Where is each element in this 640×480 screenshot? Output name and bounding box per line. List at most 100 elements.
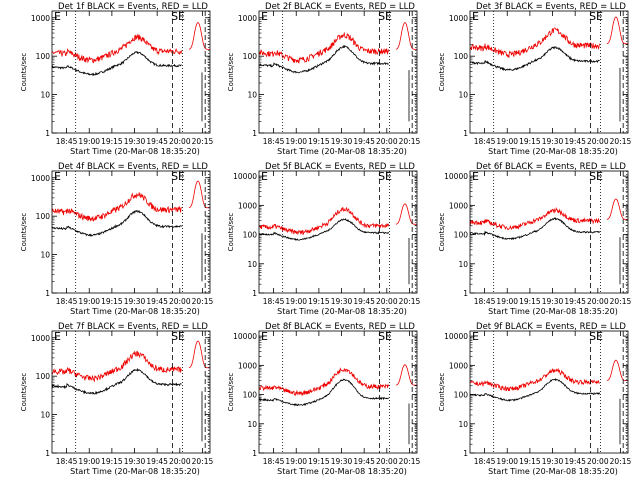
x-tick-label: 19:00 (285, 137, 307, 146)
y-tick-label: 1000 (31, 14, 50, 23)
x-tick-label: 20:00 (376, 297, 398, 306)
plot-area (259, 203, 417, 285)
y-tick-label: 1000 (449, 361, 468, 370)
y-axis-label: Counts/sec (227, 213, 235, 252)
y-tick-label: 10000 (233, 172, 257, 181)
x-axis-label: Start Time (20-Mar-08 18:35:20) (277, 147, 407, 156)
y-axis-label: Counts/sec (20, 53, 28, 92)
y-tick-label: 1 (45, 129, 50, 138)
x-tick-label: 19:00 (78, 297, 100, 306)
y-tick-label: 1000 (238, 361, 257, 370)
x-axis-label: Start Time (20-Mar-08 18:35:20) (488, 467, 618, 476)
y-tick-label: 100 (454, 391, 469, 400)
series-line-events (52, 367, 182, 396)
flag-se: SE (378, 10, 392, 23)
y-tick-label: 10 (247, 420, 257, 429)
y-tick-label: 10000 (233, 332, 257, 341)
y-tick-label: 10 (40, 91, 50, 100)
x-tick-label: 19:15 (308, 457, 330, 466)
flag-e: E (472, 330, 479, 343)
x-axis-label: Start Time (20-Mar-08 18:35:20) (488, 147, 618, 156)
series-line-lld-spike (606, 16, 628, 45)
plot-area (259, 364, 417, 445)
x-tick-label: 19:15 (101, 137, 123, 146)
x-tick-label: 19:30 (331, 137, 353, 146)
y-axis-label: Counts/sec (438, 373, 446, 412)
flag-e: E (54, 10, 61, 23)
x-axis-label: Start Time (20-Mar-08 18:35:20) (277, 467, 407, 476)
x-tick-label: 19:45 (353, 297, 375, 306)
x-tick-label: 18:45 (474, 457, 496, 466)
x-tick-label: 19:00 (285, 297, 307, 306)
x-tick-label: 18:45 (474, 137, 496, 146)
y-tick-label: 1000 (449, 14, 468, 23)
series-line-lld (259, 31, 389, 64)
series-line-lld-spike (606, 359, 628, 381)
panel-title: Det 5f BLACK = Events, RED = LLD (265, 162, 415, 172)
x-tick-label: 20:15 (192, 297, 214, 306)
y-tick-label: 10 (247, 260, 257, 269)
x-tick-label: 19:30 (331, 457, 353, 466)
x-tick-label: 19:00 (78, 457, 100, 466)
series-line-lld-spike (395, 22, 417, 50)
y-tick-label: 1 (463, 129, 468, 138)
x-tick-label: 19:45 (146, 297, 168, 306)
flag-e: E (261, 10, 268, 23)
flag-e: E (472, 10, 479, 23)
x-tick-label: 19:15 (519, 297, 541, 306)
flag-se: SE (589, 170, 603, 183)
y-tick-label: 10 (40, 251, 50, 260)
y-tick-label: 1 (252, 129, 257, 138)
y-tick-label: 100 (243, 391, 258, 400)
x-tick-label: 18:45 (56, 297, 78, 306)
x-tick-label: 19:00 (496, 297, 518, 306)
x-tick-label: 18:45 (263, 297, 285, 306)
x-tick-label: 20:15 (610, 137, 632, 146)
series-line-events (52, 209, 182, 237)
x-tick-label: 19:45 (353, 457, 375, 466)
plot-area (52, 340, 210, 442)
x-tick-label: 19:45 (564, 137, 586, 146)
y-tick-label: 1 (45, 289, 50, 298)
series-line-events (52, 51, 182, 77)
panel-title: Det 3f BLACK = Events, RED = LLD (476, 2, 626, 12)
flag-se: SE (171, 170, 185, 183)
panel-title: Det 1f BLACK = Events, RED = LLD (58, 2, 208, 12)
flag-se: SE (378, 170, 392, 183)
x-tick-label: 20:00 (587, 137, 609, 146)
flag-e: E (54, 170, 61, 183)
x-tick-label: 18:45 (263, 137, 285, 146)
plot-frame (51, 170, 211, 294)
plot-area (259, 22, 417, 122)
y-tick-label: 1 (463, 289, 468, 298)
y-tick-label: 1 (463, 449, 468, 458)
series-line-lld (52, 33, 182, 64)
x-tick-label: 20:00 (376, 137, 398, 146)
y-axis-label: Counts/sec (227, 373, 235, 412)
x-tick-label: 18:45 (56, 457, 78, 466)
plot-frame (258, 170, 418, 294)
y-axis-label: Counts/sec (438, 213, 446, 252)
y-tick-label: 10000 (444, 172, 468, 181)
y-tick-label: 1000 (238, 14, 257, 23)
y-tick-label: 1000 (449, 201, 468, 210)
y-tick-label: 10 (40, 411, 50, 420)
series-line-events (470, 217, 600, 241)
x-tick-label: 19:00 (285, 457, 307, 466)
x-tick-label: 20:00 (376, 457, 398, 466)
x-tick-label: 19:30 (331, 297, 353, 306)
plot-frame (258, 330, 418, 454)
x-tick-label: 19:45 (564, 297, 586, 306)
x-tick-label: 20:15 (399, 457, 421, 466)
x-tick-label: 18:45 (56, 137, 78, 146)
plot-area (52, 22, 210, 122)
x-tick-label: 20:00 (169, 297, 191, 306)
x-axis-label: Start Time (20-Mar-08 18:35:20) (70, 307, 200, 316)
x-tick-label: 19:15 (308, 297, 330, 306)
x-tick-label: 19:45 (146, 137, 168, 146)
y-tick-label: 1 (45, 449, 50, 458)
